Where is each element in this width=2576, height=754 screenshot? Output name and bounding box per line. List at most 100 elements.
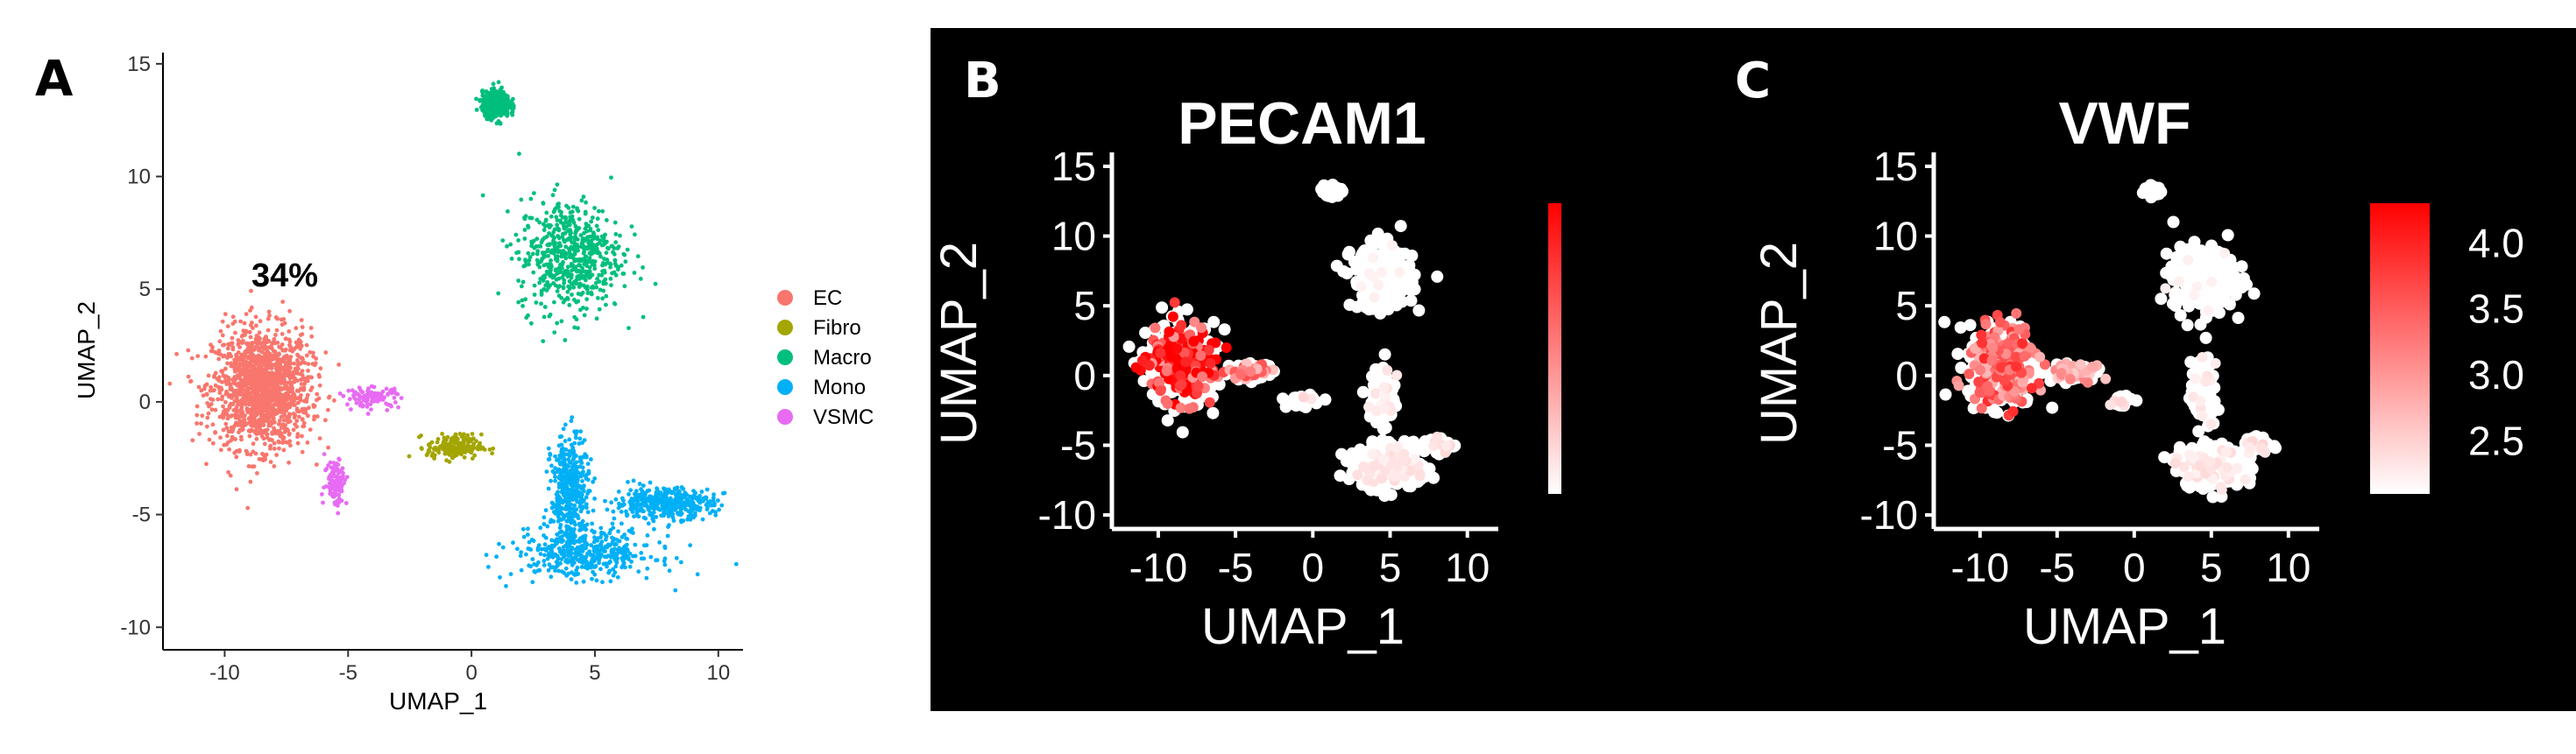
a-point-macro — [500, 93, 505, 97]
a-point-macro — [564, 203, 569, 208]
a-point-mono — [629, 560, 633, 564]
a-point-macro — [532, 283, 537, 288]
a-point-macro — [508, 242, 513, 247]
a-point-macro — [572, 314, 577, 320]
a-point-ec — [213, 430, 217, 434]
a-point-ec — [226, 375, 231, 380]
a-point-macro — [626, 326, 631, 330]
a-point-mono — [542, 553, 547, 558]
a-point-mono — [591, 553, 596, 558]
a-point-vsmc — [327, 475, 332, 480]
a-point-ec — [251, 366, 257, 370]
a-point-macro — [569, 230, 573, 236]
a-point-mono — [553, 466, 558, 470]
a-point-mono — [563, 477, 568, 483]
a-point-mono — [626, 528, 632, 533]
a-point-ec — [285, 426, 290, 432]
a-point-ec — [287, 337, 292, 342]
a-point-macro — [583, 275, 587, 279]
a-point-mono — [648, 500, 654, 505]
a-point-mono — [574, 507, 579, 511]
a-point-ec — [257, 339, 262, 344]
a-point-macro — [556, 236, 562, 241]
a-point-ec — [287, 401, 291, 406]
a-point-macro — [563, 338, 568, 342]
a-point-ec — [268, 363, 273, 368]
a-point-macro — [577, 263, 582, 267]
a-point-ec — [336, 363, 342, 367]
a-point-macro — [567, 286, 572, 291]
a-point-ec — [281, 375, 287, 379]
a-point-macro — [570, 204, 576, 209]
a-point-ec — [285, 387, 290, 391]
a-point-mono — [614, 542, 619, 546]
legend-swatch-fibro — [777, 320, 793, 335]
a-point-mono — [578, 429, 584, 434]
a-point-ec — [283, 423, 287, 427]
a-point-macro — [588, 243, 592, 249]
a-point-vsmc — [392, 386, 397, 391]
a-point-ec — [276, 381, 281, 385]
a-point-ec — [248, 399, 253, 404]
a-point-ec — [300, 387, 304, 391]
a-point-fibro — [463, 437, 467, 442]
a-point-mono — [585, 462, 591, 467]
a-point-mono — [581, 558, 586, 563]
a-point-vsmc — [336, 492, 340, 497]
a-point-mono — [568, 476, 573, 482]
a-point-vsmc — [395, 391, 400, 397]
a-point-mono — [632, 506, 637, 511]
a-point-macro — [591, 284, 596, 289]
a-point-mono — [672, 486, 677, 491]
a-point-macro — [569, 262, 574, 266]
a-point-ec — [281, 356, 287, 362]
a-point-mono — [582, 489, 586, 494]
a-point-vsmc — [334, 478, 338, 483]
a-point-mono — [545, 546, 550, 551]
a-point-ec — [199, 388, 204, 393]
a-point-ec — [222, 442, 227, 447]
a-point-mono — [697, 493, 702, 498]
a-point-fibro — [487, 447, 492, 452]
a-point-ec — [218, 435, 223, 440]
a-point-ec — [223, 407, 228, 412]
a-point-ec — [293, 422, 298, 426]
a-point-ec — [234, 352, 238, 357]
a-point-ec — [251, 415, 255, 420]
a-point-ec — [293, 412, 298, 418]
a-point-macro — [516, 299, 521, 305]
a-point-ec — [234, 408, 239, 413]
b-point — [1277, 392, 1290, 405]
a-point-mono — [689, 501, 694, 505]
a-point-mono — [567, 547, 572, 553]
a-point-ec — [264, 375, 269, 379]
a-point-macro — [548, 258, 553, 263]
a-point-mono — [549, 538, 555, 543]
a-point-mono — [556, 560, 561, 565]
a-point-ec — [231, 381, 237, 385]
a-point-mono — [631, 478, 636, 483]
a-point-mono — [660, 493, 665, 498]
a-point-ec — [213, 407, 218, 412]
a-point-macro — [498, 109, 503, 114]
a-point-macro — [583, 257, 587, 263]
a-point-ec — [316, 396, 322, 401]
a-point-mono — [569, 526, 574, 532]
a-point-ec — [226, 392, 231, 398]
a-point-ec — [260, 368, 265, 373]
a-point-vsmc — [380, 389, 386, 394]
a-point-mono — [542, 542, 548, 547]
a-point-mono — [486, 565, 491, 569]
a-point-macro — [592, 266, 598, 271]
a-point-ec — [300, 406, 305, 412]
a-point-ec — [277, 352, 281, 357]
a-point-mono — [558, 523, 563, 527]
a-point-macro — [541, 286, 547, 292]
a-point-mono — [613, 497, 619, 502]
a-point-ec — [309, 385, 315, 390]
a-point-mono — [651, 518, 656, 524]
a-point-ec — [262, 441, 267, 447]
a-point-mono — [647, 488, 652, 493]
a-point-ec — [239, 412, 244, 417]
a-point-ec — [226, 469, 230, 475]
